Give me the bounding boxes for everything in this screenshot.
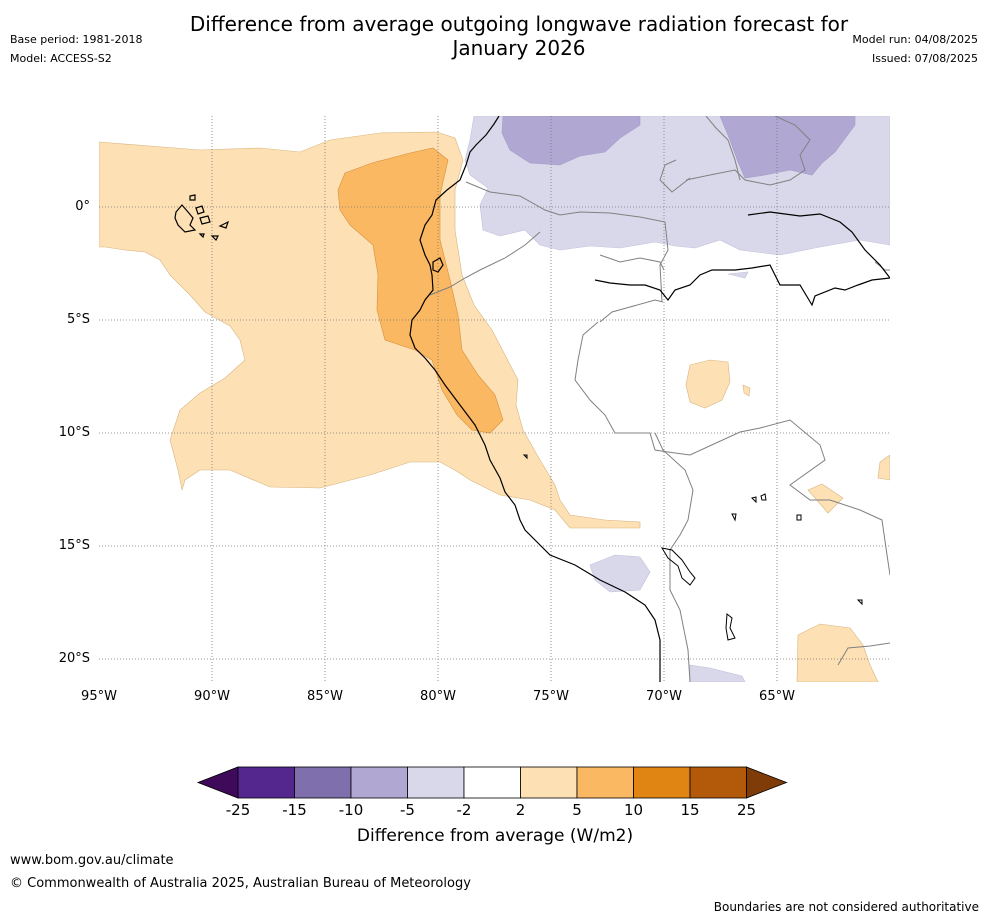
base-period: Base period: 1981-2018	[10, 33, 143, 46]
model-name: Model: ACCESS-S2	[10, 52, 112, 65]
model-run-date: Model run: 04/08/2025	[852, 33, 978, 46]
lon-label-75w: 75°W	[533, 689, 569, 704]
footer-copyright: © Commonwealth of Australia 2025, Austra…	[10, 876, 471, 891]
colorbar-swatch	[350, 766, 408, 799]
colorbar-swatch	[633, 766, 691, 799]
colorbar-label: Difference from average (W/m2)	[356, 826, 634, 846]
colorbar-tick-label: -15	[282, 801, 307, 819]
colorbar-tick-label: 10	[623, 801, 644, 819]
colorbar-tick-label: -2	[456, 801, 472, 819]
lon-label-70w: 70°W	[646, 689, 682, 704]
lat-label-5s: 5°S	[66, 312, 90, 327]
colorbar-tick-label: -5	[400, 801, 415, 819]
lat-label-20s: 20°S	[58, 651, 90, 666]
lat-label-15s: 15°S	[58, 538, 90, 553]
colorbar-swatch	[576, 766, 634, 799]
colorbar-tick-label: -25	[225, 801, 251, 819]
galapagos-islands	[174, 194, 230, 242]
anomaly-region-light-orange	[99, 131, 641, 529]
map-title: Difference from average outgoing longwav…	[189, 12, 849, 60]
colorbar-swatch	[407, 766, 465, 799]
anomaly-patch-interior	[685, 359, 731, 409]
lon-label-80w: 80°W	[420, 689, 456, 704]
colorbar-tick-label: 2	[515, 801, 526, 819]
colorbar-swatch	[237, 766, 295, 799]
colorbar-swatch	[689, 766, 747, 799]
footer-url: www.bom.gov.au/climate	[10, 853, 174, 868]
colorbar-tick-label: -10	[338, 801, 364, 819]
lon-label-85w: 85°W	[307, 689, 343, 704]
issued-date: Issued: 07/08/2025	[871, 52, 978, 65]
lon-label-65w: 65°W	[759, 689, 795, 704]
colorbar-swatch	[520, 766, 578, 799]
colorbar-tick-label: 5	[572, 801, 582, 819]
country-boundaries	[429, 116, 890, 682]
lat-label-0: 0°	[75, 199, 90, 214]
lon-label-90w: 90°W	[194, 689, 230, 704]
coastlines	[409, 116, 890, 682]
colorbar-tick-label: 25	[736, 801, 757, 819]
lon-label-95w: 95°W	[81, 689, 117, 704]
colorbar-tick-label: 15	[680, 801, 700, 819]
anomaly-region-purple	[501, 116, 641, 166]
colorbar-extend-low	[196, 766, 239, 799]
footer-disclaimer: Boundaries are not considered authoritat…	[713, 900, 979, 914]
colorbar-extend-high	[746, 766, 788, 799]
lat-label-10s: 10°S	[58, 425, 90, 440]
colorbar-swatch	[463, 766, 521, 799]
colorbar-swatch	[294, 766, 352, 799]
